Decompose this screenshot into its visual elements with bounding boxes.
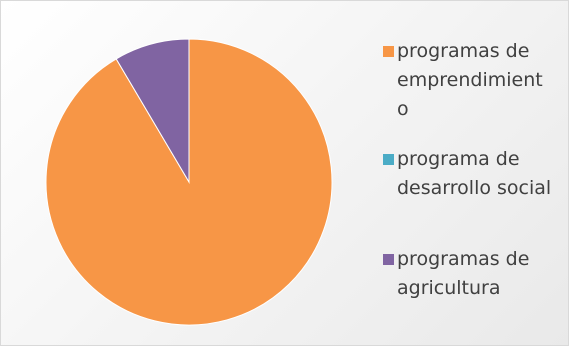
legend-item-emprendimiento: programas de emprendimient o — [383, 37, 563, 124]
legend-swatch-agricultura — [383, 254, 394, 265]
pie-slice-agricultura — [115, 38, 190, 184]
pie-slices — [45, 38, 333, 326]
legend-item-agricultura: programas de agricultura — [383, 245, 563, 303]
legend-swatch-emprendimiento — [383, 46, 394, 57]
legend-label-agricultura: programas de agricultura — [397, 248, 530, 299]
legend-label-emprendimiento: programas de emprendimient o — [397, 40, 543, 120]
legend-item-desarrollo-social: programa de desarrollo social — [383, 145, 563, 203]
legend-swatch-desarrollo-social — [383, 154, 394, 165]
legend-label-desarrollo-social: programa de desarrollo social — [397, 148, 552, 199]
legend: programas de emprendimient o programa de… — [383, 1, 568, 347]
